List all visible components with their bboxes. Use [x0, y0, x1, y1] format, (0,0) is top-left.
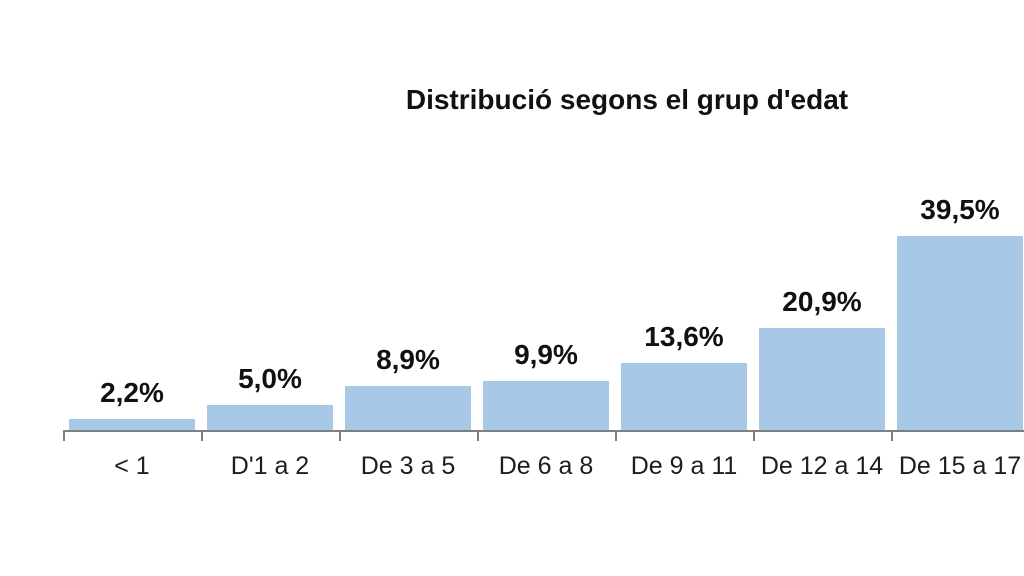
- bar-value-label: 9,9%: [514, 339, 578, 370]
- x-axis-tick: [477, 430, 479, 441]
- bar: [759, 328, 885, 430]
- bar: [69, 419, 195, 430]
- bar-value-label: 13,6%: [644, 321, 724, 352]
- x-axis-category-label: De 9 a 11: [630, 452, 738, 480]
- bar: [483, 381, 609, 430]
- bar-value-label: 2,2%: [100, 377, 164, 408]
- x-axis-tick: [615, 430, 617, 441]
- x-axis-tick: [891, 430, 893, 441]
- bar-value-label: 39,5%: [920, 194, 1000, 225]
- bar-value-label: 20,9%: [782, 286, 862, 317]
- x-axis-tick: [339, 430, 341, 441]
- bar: [621, 363, 747, 430]
- bar: [345, 386, 471, 430]
- x-axis-category-label: < 1: [114, 452, 150, 480]
- x-axis-category-label: D'1 a 2: [230, 452, 310, 480]
- x-axis-tick: [201, 430, 203, 441]
- x-axis-category-label: De 6 a 8: [498, 452, 594, 480]
- x-axis-category-label: De 12 a 14: [760, 452, 884, 480]
- bar: [897, 236, 1023, 430]
- x-axis-category-label: De 3 a 5: [360, 452, 456, 480]
- bar-value-label: 8,9%: [376, 344, 440, 375]
- x-axis-line: [63, 430, 1024, 432]
- bar: [207, 405, 333, 430]
- chart-title: Distribució segons el grup d'edat: [405, 84, 849, 115]
- x-axis-tick: [63, 430, 65, 441]
- bar-value-label: 5,0%: [238, 363, 302, 394]
- x-axis-category-label: De 15 a 17: [898, 452, 1022, 480]
- x-axis-tick: [753, 430, 755, 441]
